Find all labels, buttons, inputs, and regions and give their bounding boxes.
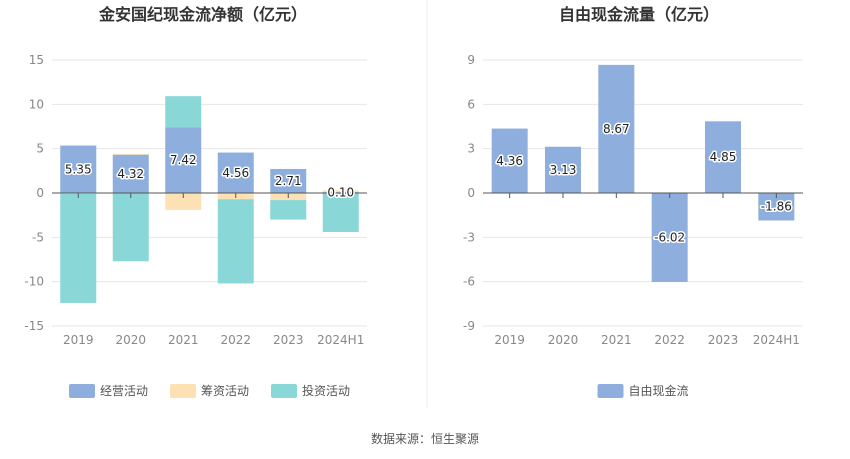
bar <box>270 168 307 193</box>
y-tick-label: -6 <box>463 275 475 289</box>
x-tick-label: 2021 <box>601 333 632 347</box>
data-label: 0.10 <box>327 186 354 200</box>
x-tick-label: 2020 <box>115 333 146 347</box>
y-tick-label: -3 <box>463 230 475 244</box>
cashflow-chart: 金安国纪现金流净额（亿元） 15 10 5 0 -5 -10 -15 5.35 4.32 7.42 4… <box>24 5 367 398</box>
legend-label: 自由现金流 <box>629 383 689 398</box>
bar <box>322 190 359 193</box>
data-label: -6.02 <box>654 230 685 244</box>
y-tick-label: 15 <box>29 53 44 67</box>
bar <box>270 200 307 220</box>
y-tick-label: 10 <box>29 97 44 111</box>
bar <box>112 154 149 193</box>
x-tick-label: 2019 <box>63 333 94 347</box>
bar <box>112 193 149 262</box>
y-tick-label: -5 <box>32 230 44 244</box>
bar <box>598 64 635 193</box>
y-tick-label: 0 <box>36 186 44 200</box>
x-tick-label: 2024H1 <box>753 333 800 347</box>
x-tick-label: 2020 <box>548 333 579 347</box>
bar <box>322 193 359 233</box>
bar <box>651 193 688 282</box>
x-tick-label: 2021 <box>168 333 199 347</box>
bar <box>217 152 254 193</box>
data-label: 3.13 <box>550 163 577 177</box>
legend-swatch <box>597 384 624 398</box>
bar <box>165 193 202 210</box>
bar <box>217 199 254 284</box>
y-tick-label: -9 <box>463 319 475 333</box>
legend-swatch <box>170 384 196 398</box>
bar <box>165 127 202 193</box>
legend-swatch <box>69 384 95 398</box>
data-label: 4.32 <box>117 167 144 181</box>
chart-title: 自由现金流量（亿元） <box>559 5 719 24</box>
y-tick-label: 6 <box>467 97 475 111</box>
source-note: 数据来源：恒生聚源 <box>371 431 479 446</box>
bar <box>545 146 581 193</box>
x-tick-label: 2022 <box>220 333 251 347</box>
chart-title: 金安国纪现金流净额（亿元） <box>98 5 307 24</box>
y-tick-label: 0 <box>467 186 475 200</box>
legend-label: 经营活动 <box>100 384 148 398</box>
legend-label: 投资活动 <box>302 383 350 398</box>
data-label: 4.56 <box>222 166 249 180</box>
y-tick-label: 5 <box>36 142 44 156</box>
data-label: 4.36 <box>496 154 523 168</box>
data-label: -1.86 <box>761 200 792 214</box>
legend-label: 筹资活动 <box>201 384 249 398</box>
legend-swatch <box>271 384 297 398</box>
data-label: 8.67 <box>603 122 630 136</box>
y-tick-label: 9 <box>467 53 475 67</box>
bar <box>491 128 528 193</box>
data-label: 7.42 <box>170 153 197 167</box>
bar <box>112 153 149 155</box>
bar <box>705 121 741 193</box>
y-tick-label: -15 <box>24 319 44 333</box>
x-tick-label: 2024H1 <box>317 333 364 347</box>
y-tick-label: -10 <box>24 275 44 289</box>
x-tick-label: 2022 <box>654 333 685 347</box>
x-tick-label: 2023 <box>273 333 304 347</box>
data-label: 5.35 <box>65 162 92 176</box>
y-tick-label: 3 <box>467 142 475 156</box>
x-tick-label: 2019 <box>494 333 525 347</box>
free-cashflow-chart: 自由现金流量（亿元） 9 6 3 0 -3 -6 -9 4.36 3.13 8.67 -6.02 4.8… <box>463 5 803 398</box>
data-label: 4.85 <box>710 150 737 164</box>
bar <box>60 193 97 303</box>
bar <box>165 96 202 128</box>
x-tick-label: 2023 <box>708 333 739 347</box>
data-label: 2.71 <box>275 174 302 188</box>
bar <box>60 145 97 193</box>
